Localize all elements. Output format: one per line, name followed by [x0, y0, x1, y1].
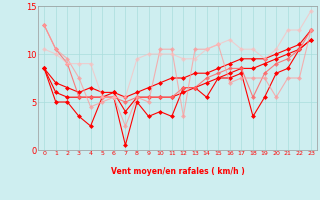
X-axis label: Vent moyen/en rafales ( km/h ): Vent moyen/en rafales ( km/h ): [111, 168, 244, 176]
